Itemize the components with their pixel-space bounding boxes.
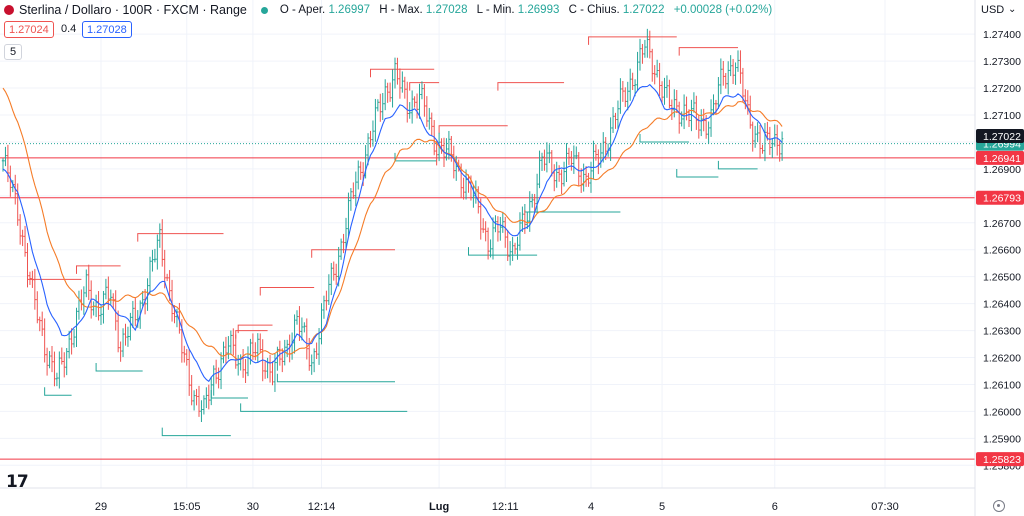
resistance-line xyxy=(409,82,440,91)
price-tick-label: 1.25900 xyxy=(983,433,1021,445)
price-tick-label: 1.27100 xyxy=(983,110,1021,122)
change-value: +0.00028 (+0.02%) xyxy=(673,4,773,16)
time-tick-label: 5 xyxy=(659,501,665,513)
level-price-tag: 1.26941 xyxy=(983,153,1021,165)
resistance-line xyxy=(237,324,273,334)
buy-price-button[interactable]: 1.27028 xyxy=(82,21,132,38)
level-price-tag-bg xyxy=(976,452,1024,467)
support-line xyxy=(468,247,538,256)
resistance-line xyxy=(311,249,395,258)
price-tick-label: 1.26000 xyxy=(983,406,1021,418)
ohlc-values: O - Aper. 1.26997 H - Max. 1.27028 L - M… xyxy=(279,4,773,16)
resistance-line xyxy=(438,125,508,134)
support-line xyxy=(676,168,719,178)
support-line xyxy=(276,373,395,383)
currency-selector[interactable]: USD xyxy=(981,4,1005,16)
price-tick-label: 1.26900 xyxy=(983,164,1021,176)
resistance-line xyxy=(27,278,82,288)
settings-gear-icon[interactable] xyxy=(993,500,1005,512)
last-price-tag: 1.27022 xyxy=(983,131,1021,143)
time-tick-label: 07:30 xyxy=(871,501,899,513)
resistance-line xyxy=(497,82,565,91)
time-tick-label: 6 xyxy=(772,501,778,513)
time-tick-label: 12:14 xyxy=(308,501,336,513)
resistance-line xyxy=(678,47,738,56)
level-price-tag: 1.25823 xyxy=(983,454,1021,466)
support-line xyxy=(639,133,689,143)
price-tick-label: 1.27200 xyxy=(983,83,1021,95)
support-line xyxy=(95,362,143,372)
price-tick-label: 1.27400 xyxy=(983,29,1021,41)
chart-legend: Sterlina / Dollaro · 100R · FXCM · Range… xyxy=(4,3,778,17)
indicator-count-button[interactable]: 5 xyxy=(4,44,23,60)
market-status-icon xyxy=(260,6,268,14)
time-tick-label: 12:11 xyxy=(492,501,519,513)
symbol-title[interactable]: Sterlina / Dollaro · 100R · FXCM · Range xyxy=(19,3,247,17)
last-price-tag-bg xyxy=(976,129,1024,144)
resistance-line xyxy=(588,36,677,45)
level-price-tag-bg xyxy=(976,150,1024,165)
support-line xyxy=(240,403,408,412)
support-line xyxy=(44,387,72,396)
resistance-line xyxy=(370,68,435,78)
support-line xyxy=(210,389,248,399)
slow-moving-average-line xyxy=(2,87,783,361)
resistance-line xyxy=(259,286,315,296)
gbp-flag-icon xyxy=(4,5,14,15)
level-price-tag-bg xyxy=(976,190,1024,205)
price-tick-label: 1.26100 xyxy=(983,379,1021,391)
support-line xyxy=(717,160,758,170)
time-tick-label: 30 xyxy=(247,501,259,513)
fast-moving-average-line xyxy=(2,83,783,383)
sell-price-button[interactable]: 1.27024 xyxy=(4,21,54,38)
time-tick-label: 4 xyxy=(588,501,594,513)
price-tick-label: 1.27300 xyxy=(983,56,1021,68)
price-tick-label: 1.26600 xyxy=(983,245,1021,257)
resistance-line xyxy=(137,233,224,242)
time-tick-label: Lug xyxy=(429,501,449,513)
support-line xyxy=(524,204,621,213)
tradingview-logo-icon[interactable]: 𝟭7 xyxy=(6,472,29,492)
price-tick-label: 1.26200 xyxy=(983,353,1021,365)
price-tick-label: 1.26700 xyxy=(983,218,1021,230)
support-line xyxy=(394,152,437,162)
time-tick-label: 15:05 xyxy=(173,501,201,513)
spread-value: 0.4 xyxy=(61,23,77,35)
level-price-tag: 1.26793 xyxy=(983,193,1021,205)
resistance-line xyxy=(235,330,268,339)
price-tick-label: 1.26300 xyxy=(983,326,1021,338)
price-tick-label: 1.26400 xyxy=(983,299,1021,311)
time-tick-label: 29 xyxy=(95,501,107,513)
chevron-down-icon[interactable]: ⌄ xyxy=(1008,4,1017,15)
resistance-line xyxy=(76,265,121,274)
price-tick-label: 1.26500 xyxy=(983,272,1021,284)
support-line xyxy=(161,427,231,437)
